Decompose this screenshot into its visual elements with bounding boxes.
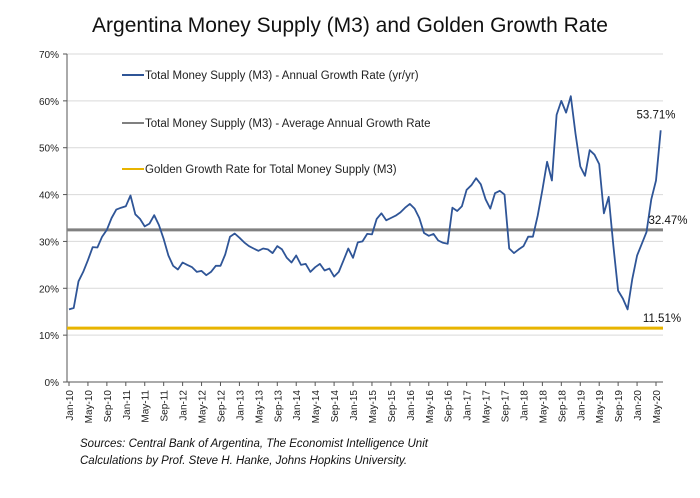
y-tick-label: 20% — [39, 284, 59, 295]
x-tick-label: Sep-19 — [614, 390, 625, 423]
chart-title: Argentina Money Supply (M3) and Golden G… — [92, 14, 608, 37]
y-tick-label: 30% — [39, 237, 59, 248]
y-tick-label: 0% — [45, 378, 60, 389]
x-tick-label: Sep-11 — [160, 390, 171, 422]
x-tick-label: May-18 — [538, 390, 549, 424]
sources-line: Sources: Central Bank of Argentina, The … — [80, 438, 428, 450]
x-tick-label: May-15 — [368, 390, 379, 424]
x-tick-label: Sep-12 — [216, 390, 227, 423]
x-tick-label: May-16 — [425, 390, 436, 424]
x-tick-label: Jan-10 — [65, 390, 76, 421]
legend-label: Total Money Supply (M3) - Annual Growth … — [145, 70, 419, 82]
golden-rate-label: 11.51% — [643, 313, 681, 325]
last-value-label: 53.71% — [636, 109, 675, 121]
x-tick-label: Sep-17 — [501, 390, 512, 423]
x-tick-label: May-12 — [198, 390, 209, 424]
legend-label: Total Money Supply (M3) - Average Annual… — [145, 118, 431, 130]
legend-label: Golden Growth Rate for Total Money Suppl… — [145, 164, 397, 176]
x-tick-label: Sep-18 — [557, 390, 568, 423]
x-tick-label: Jan-16 — [406, 390, 417, 421]
x-tick-label: Sep-10 — [103, 390, 114, 423]
x-tick-label: May-20 — [652, 390, 663, 424]
x-tick-label: Jan-18 — [519, 390, 530, 421]
x-tick-label: Jan-14 — [292, 390, 303, 421]
x-tick-label: Jan-11 — [122, 390, 133, 420]
y-tick-label: 10% — [39, 331, 59, 342]
x-tick-label: May-13 — [254, 390, 265, 424]
x-tick-label: Sep-14 — [330, 390, 341, 423]
y-tick-label: 70% — [39, 50, 59, 61]
x-tick-label: Jan-19 — [576, 390, 587, 421]
x-tick-label: Sep-15 — [387, 390, 398, 423]
x-tick-label: Jan-13 — [235, 390, 246, 421]
y-tick-label: 50% — [39, 144, 59, 155]
average-rate-label: 32.47% — [648, 215, 687, 227]
y-tick-label: 60% — [39, 97, 59, 108]
x-tick-label: Jan-20 — [633, 390, 644, 421]
x-tick-label: May-14 — [311, 390, 322, 424]
x-tick-label: Jan-17 — [463, 390, 474, 421]
x-tick-label: Jan-12 — [179, 390, 190, 421]
x-tick-label: Sep-13 — [273, 390, 284, 423]
x-tick-label: May-19 — [595, 390, 606, 424]
x-tick-label: Sep-16 — [444, 390, 455, 423]
x-tick-label: May-10 — [84, 390, 95, 424]
y-tick-label: 40% — [39, 191, 59, 202]
annual-growth-line — [68, 95, 662, 311]
x-tick-label: Jan-15 — [349, 390, 360, 421]
x-tick-label: May-11 — [141, 390, 152, 423]
calculations-line: Calculations by Prof. Steve H. Hanke, Jo… — [80, 455, 408, 467]
x-tick-label: May-17 — [482, 390, 493, 424]
